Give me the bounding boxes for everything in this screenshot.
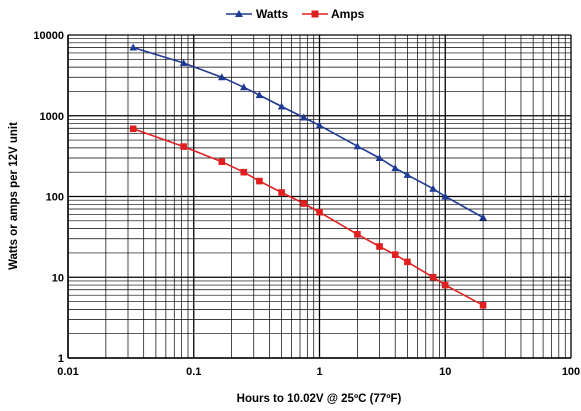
x-tick-label: 1 [316, 366, 322, 378]
y-tick-label: 1000 [40, 111, 64, 123]
x-tick-label: 0.1 [186, 366, 201, 378]
watts-point [300, 113, 308, 121]
watts-point [479, 213, 487, 221]
watts-point [240, 83, 248, 91]
watts-point [315, 121, 324, 129]
watts-point [441, 192, 450, 200]
watts-point [277, 102, 286, 110]
watts-point [375, 154, 384, 161]
amps-point [441, 281, 449, 289]
legend-watts-marker [235, 10, 243, 17]
watts-point [179, 59, 188, 66]
x-tick-label: 10 [439, 366, 451, 378]
y-tick-label: 10 [52, 272, 64, 284]
watts-point [255, 91, 264, 99]
watts-point [353, 142, 362, 150]
legend-watts-label: Watts [256, 7, 289, 21]
grid [67, 34, 572, 359]
amps-point [256, 177, 263, 185]
amps-point [404, 258, 411, 266]
x-tick-label: 100 [562, 366, 580, 378]
watts-point [403, 170, 412, 178]
amps-point [278, 189, 285, 196]
x-axis-title: Hours to 10.02V @ 25ºC (77ºF) [237, 393, 402, 405]
amps-point [479, 302, 487, 309]
tick-labels: 0.01 0.1 1 10 100 1 10 100 1000 10000 [33, 30, 580, 378]
amps-point [429, 273, 437, 281]
amps-point [218, 158, 226, 165]
y-tick-label: 10000 [33, 30, 64, 42]
legend-amps-label: Amps [331, 7, 365, 21]
amps-point [240, 168, 248, 176]
legend-amps-marker [311, 10, 319, 18]
amps-point [391, 251, 399, 258]
amps-point [376, 243, 383, 250]
amps-point [180, 143, 187, 150]
y-tick-label: 1 [58, 353, 64, 365]
legend: Watts Amps [226, 7, 365, 21]
amps-point [316, 208, 323, 216]
plot-series [129, 43, 487, 309]
amps-point [354, 231, 361, 238]
watts-point [391, 164, 399, 172]
watts-point [218, 73, 226, 81]
watts-point [129, 43, 137, 51]
amps-point [300, 200, 308, 207]
y-tick-label: 100 [46, 192, 64, 204]
y-axis-title: Watts or amps per 12V unit [8, 122, 20, 270]
watts-point [429, 184, 437, 192]
x-tick-label: 0.01 [57, 366, 78, 378]
amps-point [129, 125, 137, 133]
